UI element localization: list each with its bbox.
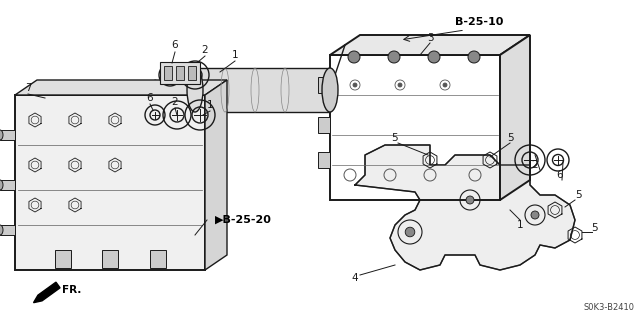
Text: ▶B-25-20: ▶B-25-20: [215, 215, 272, 225]
Bar: [0, 225, 15, 235]
Ellipse shape: [187, 68, 203, 112]
Bar: [15, 95, 205, 270]
Bar: [160, 62, 200, 84]
Text: FR.: FR.: [62, 285, 81, 295]
Bar: [176, 66, 184, 80]
Bar: [0, 180, 15, 190]
Ellipse shape: [0, 130, 3, 140]
Text: 6: 6: [172, 40, 179, 50]
Circle shape: [428, 51, 440, 63]
Ellipse shape: [0, 225, 3, 235]
Polygon shape: [318, 152, 330, 168]
Text: 5: 5: [507, 133, 513, 143]
Polygon shape: [15, 80, 227, 95]
Circle shape: [466, 196, 474, 204]
Circle shape: [468, 51, 480, 63]
Circle shape: [443, 83, 447, 87]
Circle shape: [348, 51, 360, 63]
Circle shape: [388, 51, 400, 63]
FancyArrow shape: [33, 282, 60, 303]
Polygon shape: [318, 117, 330, 133]
Bar: [54, 250, 70, 268]
Polygon shape: [330, 35, 530, 55]
Bar: [150, 250, 166, 268]
Text: 1: 1: [207, 100, 213, 110]
Bar: [164, 66, 172, 80]
Text: 4: 4: [352, 273, 358, 283]
Bar: [102, 250, 118, 268]
Circle shape: [353, 83, 357, 87]
Circle shape: [531, 211, 539, 219]
Ellipse shape: [322, 68, 338, 112]
Text: 7: 7: [25, 83, 31, 93]
Text: S0K3-B2410: S0K3-B2410: [584, 303, 635, 312]
Text: 6: 6: [557, 170, 563, 180]
Bar: [195, 68, 330, 112]
Text: 2: 2: [532, 160, 538, 170]
Text: 6: 6: [147, 93, 154, 103]
Text: 1: 1: [232, 50, 238, 60]
Text: 5: 5: [592, 223, 598, 233]
Text: 2: 2: [172, 97, 179, 107]
Text: B-25-10: B-25-10: [455, 17, 504, 27]
Text: 3: 3: [427, 33, 433, 43]
Bar: [0, 130, 15, 140]
Circle shape: [398, 83, 402, 87]
Text: 1: 1: [516, 220, 524, 230]
Circle shape: [405, 227, 415, 237]
Polygon shape: [500, 35, 530, 200]
Bar: [330, 55, 500, 200]
Polygon shape: [205, 80, 227, 270]
Text: 5: 5: [392, 133, 398, 143]
Bar: [188, 66, 196, 80]
Polygon shape: [355, 145, 575, 270]
Polygon shape: [318, 77, 330, 93]
Text: 5: 5: [575, 190, 581, 200]
Ellipse shape: [0, 180, 3, 190]
Text: 2: 2: [202, 45, 208, 55]
